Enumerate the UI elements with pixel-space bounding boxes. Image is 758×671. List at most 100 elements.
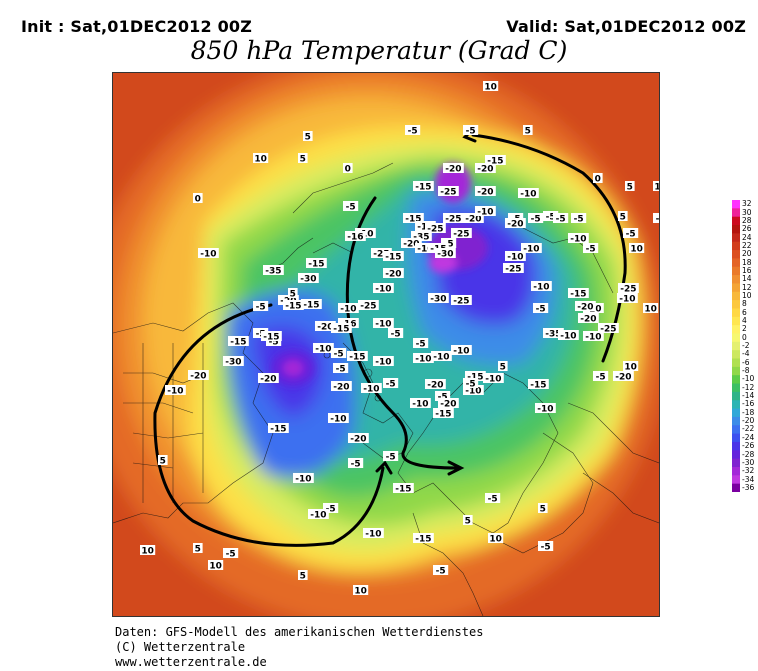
isotherm-value: -10 [431, 351, 452, 363]
arrow-west-head [375, 460, 393, 475]
isotherm-value: 10 [253, 153, 269, 165]
svg-text:-30: -30 [430, 295, 446, 305]
isotherm-value: -25 [443, 213, 464, 225]
isotherm-value: -10 [483, 373, 504, 385]
svg-text:-10: -10 [315, 345, 331, 355]
svg-text:-15: -15 [263, 333, 279, 343]
legend-label: -6 [742, 357, 750, 367]
svg-text:-5: -5 [334, 350, 344, 360]
isotherm-value: -5 [553, 213, 569, 225]
isotherm-value: -25 [598, 323, 619, 335]
isotherm-value: -15 [485, 155, 506, 167]
legend-swatch [732, 258, 740, 268]
isotherm-value: 10 [353, 585, 369, 597]
isotherm-value: -10 [535, 403, 556, 415]
svg-text:-5: -5 [351, 460, 361, 470]
svg-text:-20: -20 [190, 372, 206, 382]
isotherm-value: -25 [618, 283, 639, 295]
arrow-west-loop [153, 303, 385, 547]
svg-text:-20: -20 [403, 240, 419, 250]
isotherm-value: -5 [435, 391, 451, 403]
svg-text:-15: -15 [570, 290, 586, 300]
svg-text:-10: -10 [477, 208, 493, 218]
svg-text:-5: -5 [546, 213, 556, 223]
legend-swatch [732, 375, 740, 385]
legend-swatch [732, 275, 740, 284]
isotherm-value: -15 [347, 351, 368, 363]
svg-text:-10: -10 [585, 333, 601, 343]
legend-label: -32 [742, 466, 755, 476]
svg-text:-20: -20 [350, 435, 366, 445]
arrow-central-head [447, 460, 465, 476]
legend-label: -18 [742, 407, 755, 417]
legend-swatch [732, 341, 740, 351]
legend-swatch [732, 425, 740, 435]
legend-swatch [732, 266, 740, 276]
svg-text:-10: -10 [485, 375, 501, 385]
isotherm-value: -5 [383, 451, 399, 463]
legend-swatch [732, 441, 740, 451]
svg-text:-10: -10 [433, 353, 449, 363]
legend-label: 8 [742, 299, 747, 309]
isotherm-value: -20 [475, 163, 496, 175]
isotherm-value: -15 [383, 251, 404, 263]
svg-text:-15: -15 [415, 535, 431, 545]
isotherm-value: -10 [521, 243, 542, 255]
svg-text:-20: -20 [440, 400, 456, 410]
isotherm-value: 5 [288, 288, 298, 300]
svg-text:-10: -10 [570, 235, 586, 245]
svg-text:-5: -5 [656, 215, 659, 225]
isotherm-value: -10 [313, 343, 334, 355]
legend-label: 4 [742, 316, 747, 325]
isotherm-value: -5 [593, 371, 609, 383]
legend-label: -26 [742, 441, 755, 451]
legend-label: -30 [742, 457, 755, 467]
isotherm-value: -15 [283, 300, 304, 312]
svg-text:-20: -20 [333, 383, 349, 393]
footer-url[interactable]: www.wetterzentrale.de [115, 655, 267, 669]
isotherm-value: -20 [575, 301, 596, 313]
legend-label: 22 [742, 240, 752, 250]
isotherm-value: -30 [435, 248, 456, 260]
legend-swatch [732, 208, 740, 218]
svg-text:-15: -15 [285, 302, 301, 312]
svg-text:-35: -35 [413, 233, 429, 243]
map-canvas: 10-5-55105-20-20-151050-15-25-20-10-550-… [113, 73, 659, 616]
svg-text:-10: -10 [375, 320, 391, 330]
svg-text:-15: -15 [230, 338, 246, 348]
isotherm-value: -20 [578, 313, 599, 325]
isotherm-value: -20 [438, 398, 459, 410]
isotherm-value: 0 [343, 163, 353, 175]
isotherm-value: -10 [518, 188, 539, 200]
isotherm-value: -35 [411, 231, 432, 243]
svg-text:-10: -10 [560, 332, 576, 342]
isotherm-value: -10 [475, 206, 496, 218]
svg-text:5: 5 [300, 572, 306, 582]
svg-text:-10: -10 [520, 190, 536, 200]
svg-text:-10: -10 [523, 245, 539, 255]
svg-text:-25: -25 [600, 325, 616, 335]
svg-text:-35: -35 [265, 267, 281, 277]
svg-text:-5: -5 [391, 330, 401, 340]
isotherm-value: 10 [643, 303, 659, 315]
legend-label: 14 [742, 274, 752, 284]
isotherm-value: 5 [463, 515, 473, 527]
isotherm-value: 5 [538, 503, 548, 515]
svg-text:-25: -25 [445, 215, 461, 225]
svg-text:-5: -5 [416, 340, 426, 350]
footer-source: Daten: GFS-Modell des amerikanischen Wet… [115, 625, 484, 639]
legend-swatch [732, 283, 740, 293]
svg-text:-20: -20 [427, 381, 443, 391]
svg-text:-20: -20 [577, 303, 593, 313]
svg-text:5: 5 [160, 457, 166, 467]
legend-swatch [732, 200, 740, 209]
svg-text:-10: -10 [507, 253, 523, 263]
isotherm-value: -5 [528, 213, 544, 225]
isotherm-value: -5 [388, 328, 404, 340]
svg-text:-10: -10 [363, 385, 379, 395]
svg-text:0: 0 [345, 165, 351, 175]
svg-text:-10: -10 [412, 400, 428, 410]
isotherm-value: -5 [323, 503, 339, 515]
legend-swatch [732, 383, 740, 393]
svg-text:10: 10 [254, 155, 267, 165]
